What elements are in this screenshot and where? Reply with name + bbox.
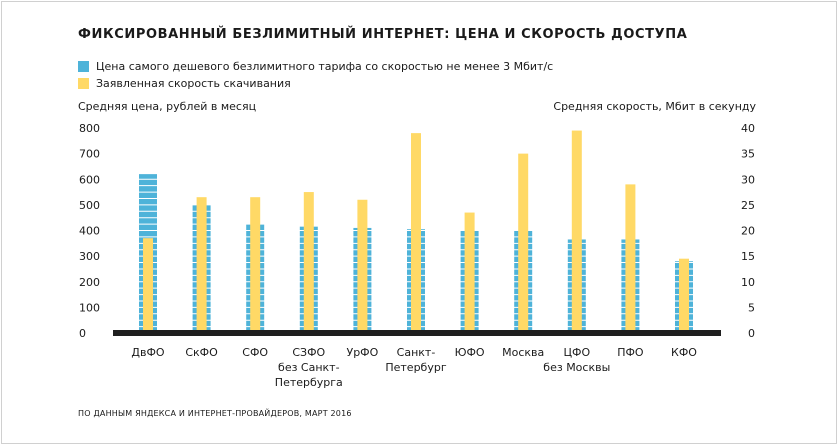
x-axis-baseline: [113, 330, 721, 336]
category-label: СкФО: [185, 346, 218, 359]
category-label: Петербурга: [275, 376, 343, 389]
speed-bar: [679, 258, 689, 333]
y-tick-label-left: 600: [79, 173, 100, 186]
speed-bar: [303, 192, 314, 333]
category-label: ДвФО: [131, 346, 165, 359]
category-label: ЦФО: [563, 346, 590, 359]
category-label: КФО: [671, 346, 697, 359]
y-tick-label-left: 700: [79, 148, 100, 161]
y-tick-label-left: 0: [79, 327, 86, 340]
y-tick-label-right: 25: [741, 199, 755, 212]
speed-bar: [518, 153, 529, 333]
y-tick-label-right: 30: [741, 173, 755, 186]
speed-bar: [464, 212, 475, 333]
y-tick-label-right: 35: [741, 148, 755, 161]
legend-item-price: Цена самого дешевого безлимитного тарифа…: [78, 58, 553, 75]
category-label: ПФО: [617, 346, 644, 359]
y-tick-label-left: 200: [79, 276, 100, 289]
y-tick-label-right: 0: [748, 327, 755, 340]
speed-bar: [625, 184, 636, 333]
y-tick-label-left: 500: [79, 199, 100, 212]
category-label: СЗФО: [292, 346, 325, 359]
y-tick-label-right: 5: [748, 301, 755, 314]
chart-title: ФИКСИРОВАННЫЙ БЕЗЛИМИТНЫЙ ИНТЕРНЕТ: ЦЕНА…: [78, 27, 688, 42]
source-note: ПО ДАННЫМ ЯНДЕКСА И ИНТЕРНЕТ-ПРОВАЙДЕРОВ…: [78, 409, 352, 418]
speed-bar: [411, 133, 421, 333]
y-axis-title-right: Средняя скорость, Мбит в секунду: [553, 100, 756, 113]
legend: Цена самого дешевого безлимитного тарифа…: [78, 58, 553, 92]
category-label: УрФО: [346, 346, 378, 359]
y-tick-label-right: 10: [741, 276, 755, 289]
legend-swatch-price: [78, 61, 89, 72]
y-tick-label-left: 100: [79, 301, 100, 314]
speed-bar: [571, 130, 582, 333]
y-tick-label-left: 800: [79, 122, 100, 135]
y-tick-label-right: 40: [741, 122, 755, 135]
category-label: ЮФО: [455, 346, 485, 359]
category-label: Москва: [502, 346, 544, 359]
category-label: СФО: [242, 346, 268, 359]
y-tick-label-left: 400: [79, 225, 100, 238]
speed-bar: [250, 197, 261, 333]
category-label: Петербург: [385, 361, 446, 374]
category-label: Санкт-: [397, 346, 436, 359]
legend-label-speed: Заявленная скорость скачивания: [96, 77, 291, 90]
speed-bar: [357, 199, 368, 333]
y-tick-label-right: 15: [741, 250, 755, 263]
category-label: без Санкт-: [278, 361, 340, 374]
speed-bar: [143, 238, 153, 333]
legend-label-price: Цена самого дешевого безлимитного тарифа…: [96, 60, 554, 73]
y-tick-label-right: 20: [741, 225, 755, 238]
legend-item-speed: Заявленная скорость скачивания: [78, 75, 553, 92]
y-tick-label-left: 300: [79, 250, 100, 263]
legend-swatch-speed: [78, 78, 89, 89]
category-label: без Москвы: [543, 361, 610, 374]
y-axis-title-left: Средняя цена, рублей в месяц: [78, 100, 257, 113]
speed-bar: [196, 197, 207, 333]
